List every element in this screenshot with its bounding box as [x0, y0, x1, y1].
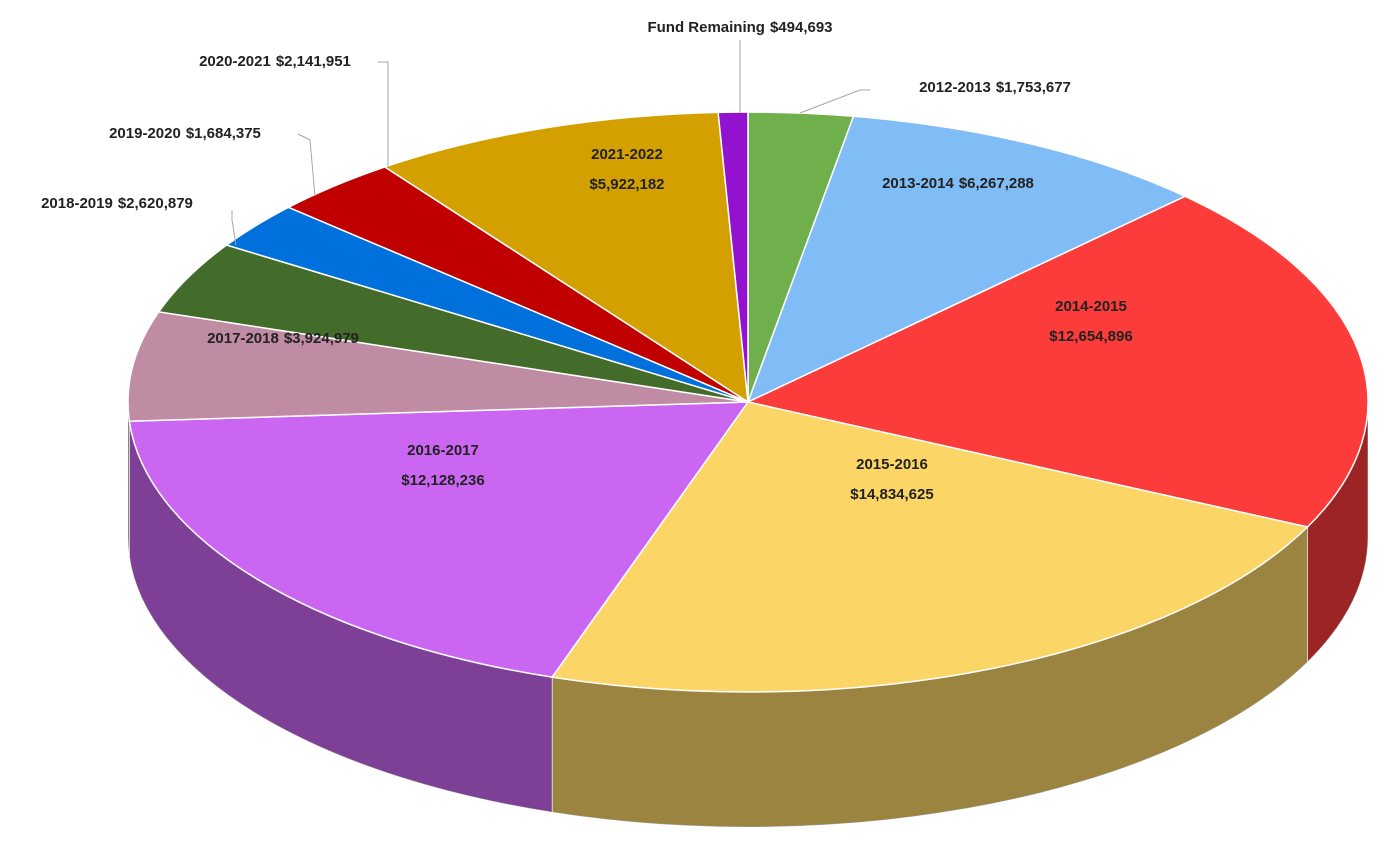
slice: [128, 401, 750, 678]
slice: [550, 401, 1309, 693]
data-label: Fund Remaining $494,693: [647, 19, 832, 36]
data-label: 2015-2016 $14,834,625: [850, 456, 933, 503]
label-value: $6,267,288: [959, 175, 1034, 192]
label-value: $1,684,375: [186, 125, 261, 142]
label-category: 2014-2015: [1055, 298, 1127, 315]
data-label: 2014-2015 $12,654,896: [1049, 298, 1132, 345]
slice-side-shade: [552, 526, 1308, 827]
label-category: 2020-2021: [199, 53, 271, 70]
label-value: $1,753,677: [996, 79, 1071, 96]
data-label: 2016-2017 $12,128,236: [401, 442, 484, 489]
label-category: 2015-2016: [856, 456, 928, 473]
data-label: 2018-2019 $2,620,879: [41, 195, 193, 212]
label-value: $2,141,951: [276, 53, 351, 70]
data-label: 2019-2020 $1,684,375: [109, 125, 261, 142]
label-category: 2017-2018: [207, 330, 279, 347]
label-category: Fund Remaining: [647, 19, 765, 36]
label-value: $14,834,625: [850, 486, 933, 503]
data-label: 2013-2014 $6,267,288: [882, 175, 1034, 192]
label-value: $2,620,879: [118, 195, 193, 212]
data-label: 2017-2018 $3,924,979: [207, 330, 359, 347]
label-value: $5,922,182: [589, 176, 664, 193]
label-category: 2013-2014: [882, 175, 954, 192]
label-value: $3,924,979: [284, 330, 359, 347]
label-value: $12,654,896: [1049, 328, 1132, 345]
leader-line: [297, 133, 316, 197]
slice: [745, 195, 1369, 528]
label-category: 2016-2017: [407, 442, 479, 459]
leader-line: [799, 89, 870, 114]
label-category: 2018-2019: [41, 195, 113, 212]
slice: [127, 310, 749, 423]
label-value: $494,693: [770, 19, 833, 36]
slice: [717, 111, 749, 403]
slice-side-shade: [128, 402, 130, 557]
data-label: 2021-2022 $5,922,182: [589, 146, 664, 193]
label-category: 2019-2020: [109, 125, 181, 142]
label-value: $12,128,236: [401, 472, 484, 489]
data-label: 2020-2021 $2,141,951: [199, 53, 351, 70]
label-category: 2021-2022: [591, 146, 663, 163]
slice-side-shade: [129, 421, 553, 813]
slice: [383, 111, 749, 404]
label-category: 2012-2013: [919, 79, 991, 96]
leader-line: [231, 210, 237, 246]
data-label: 2012-2013 $1,753,677: [919, 79, 1071, 96]
leader-line: [378, 61, 389, 167]
slice: [746, 115, 1187, 404]
